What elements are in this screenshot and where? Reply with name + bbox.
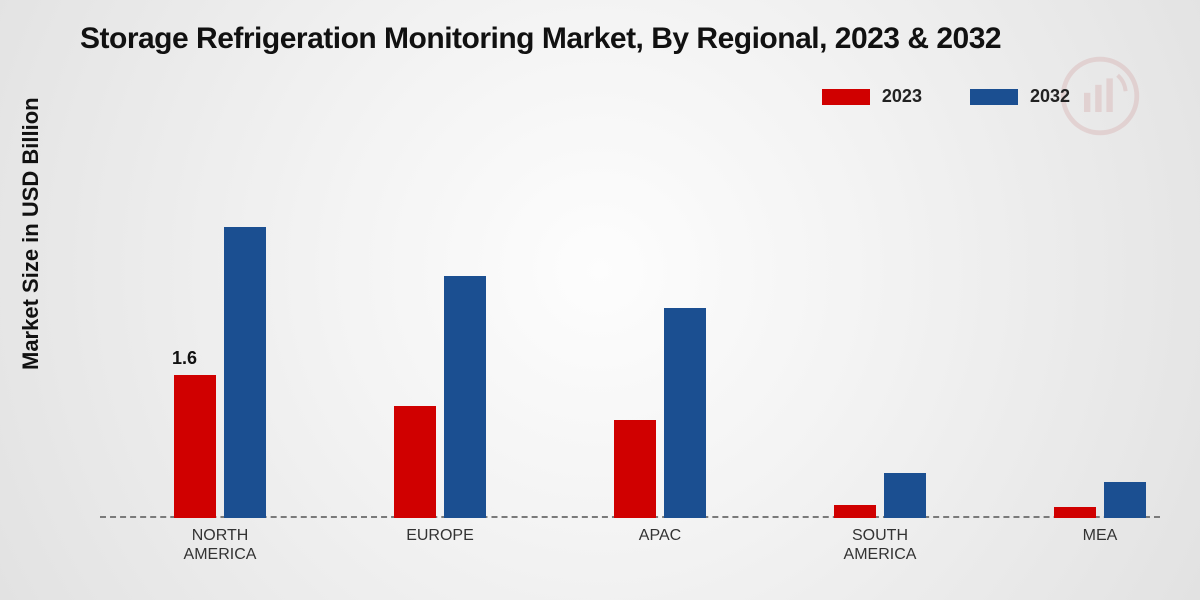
chart-legend: 2023 2032 xyxy=(822,86,1070,107)
x-tick-label: NORTHAMERICA xyxy=(140,526,300,564)
x-tick-label: APAC xyxy=(580,526,740,545)
bar-2032 xyxy=(224,227,266,518)
bar-2023 xyxy=(834,505,876,518)
chart-title: Storage Refrigeration Monitoring Market,… xyxy=(80,22,1001,56)
bar-2023 xyxy=(1054,507,1096,518)
bar-2032 xyxy=(444,276,486,518)
legend-swatch-2023 xyxy=(822,89,870,105)
y-axis-label: Market Size in USD Billion xyxy=(18,97,44,370)
plot-area: NORTHAMERICAEUROPEAPACSOUTHAMERICAMEA1.6 xyxy=(100,160,1160,518)
bar-2032 xyxy=(664,308,706,518)
x-tick-label: EUROPE xyxy=(360,526,520,545)
bar-value-label: 1.6 xyxy=(172,348,197,369)
bar-2023 xyxy=(394,406,436,518)
legend-swatch-2032 xyxy=(970,89,1018,105)
legend-label-2023: 2023 xyxy=(882,86,922,107)
bar-2023 xyxy=(614,420,656,518)
chart-canvas: Storage Refrigeration Monitoring Market,… xyxy=(0,0,1200,600)
x-tick-label: SOUTHAMERICA xyxy=(800,526,960,564)
x-tick-label: MEA xyxy=(1020,526,1180,545)
bar-2023 xyxy=(174,375,216,518)
legend-item-2032: 2032 xyxy=(970,86,1070,107)
bar-2032 xyxy=(884,473,926,518)
bar-2032 xyxy=(1104,482,1146,518)
watermark-logo xyxy=(1060,56,1140,136)
legend-item-2023: 2023 xyxy=(822,86,922,107)
legend-label-2032: 2032 xyxy=(1030,86,1070,107)
